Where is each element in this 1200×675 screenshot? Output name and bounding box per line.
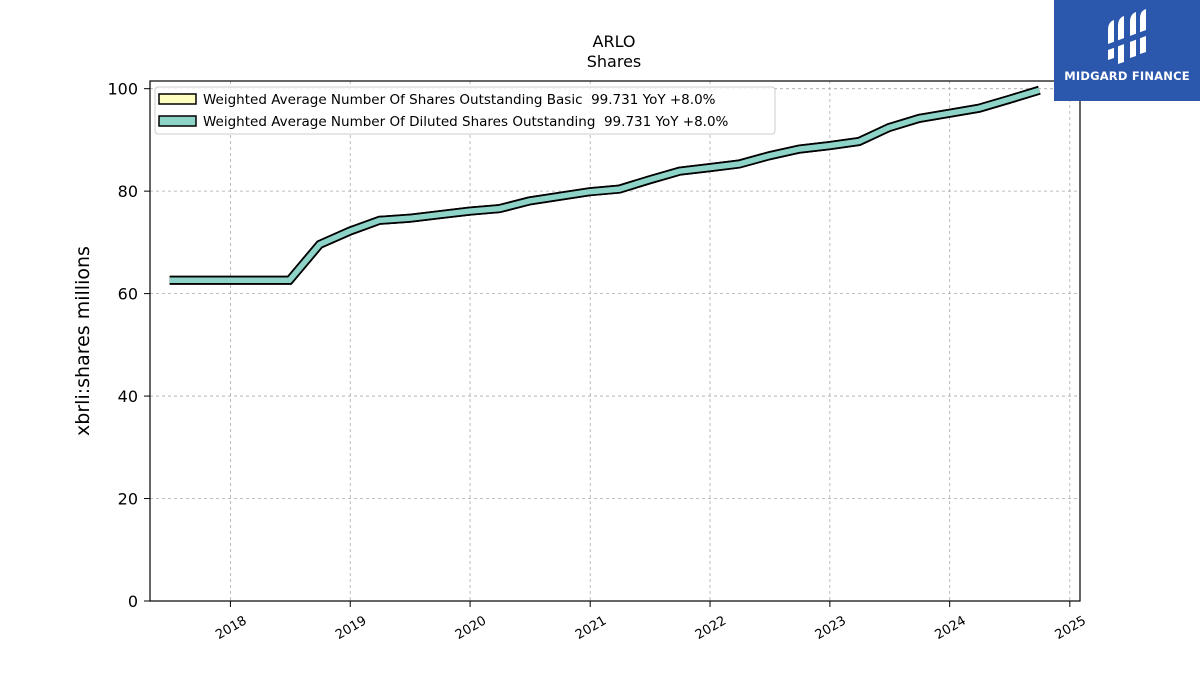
legend-label-diluted: Weighted Average Number Of Diluted Share… <box>203 114 729 130</box>
x-tick-label: 2018 <box>213 613 249 643</box>
plot-frame <box>149 80 1081 602</box>
y-axis: 0 20 40 60 80 100 <box>107 80 150 611</box>
series-1 <box>169 85 1041 285</box>
brand-logo: MIDGARD FINANCE <box>1054 0 1200 101</box>
legend: Weighted Average Number Of Shares Outsta… <box>154 86 776 135</box>
y-tick-label: 40 <box>118 387 138 406</box>
x-tick-label: 2019 <box>333 613 369 643</box>
chart-subtitle: Shares <box>587 52 642 71</box>
midgard-logo-icon <box>1108 9 1146 64</box>
x-tick-label: 2020 <box>453 613 489 643</box>
legend-frame <box>154 86 776 135</box>
x-axis: 2018 2019 2020 2021 2022 2023 2024 2025 <box>213 601 1089 643</box>
legend-swatch-basic <box>158 93 197 105</box>
brand-name: MIDGARD FINANCE <box>1064 69 1190 83</box>
x-tick-label: 2023 <box>813 613 849 643</box>
y-tick-label: 0 <box>128 592 138 611</box>
y-tick-label: 80 <box>118 182 138 201</box>
y-tick-label: 60 <box>118 285 138 304</box>
y-tick-label: 100 <box>107 80 138 99</box>
grid <box>150 81 1080 601</box>
series-layer <box>169 85 1041 285</box>
chart-title: ARLO <box>593 32 636 51</box>
x-tick-label: 2024 <box>933 613 969 643</box>
y-axis-label: xbrli:shares millions <box>72 246 94 436</box>
legend-label-basic: Weighted Average Number Of Shares Outsta… <box>203 92 716 108</box>
x-tick-label: 2022 <box>693 613 729 643</box>
x-tick-label: 2025 <box>1053 613 1089 643</box>
legend-swatch-diluted <box>158 115 197 127</box>
series-line <box>169 87 1041 284</box>
x-tick-label: 2021 <box>573 613 609 643</box>
y-tick-label: 20 <box>118 490 138 509</box>
